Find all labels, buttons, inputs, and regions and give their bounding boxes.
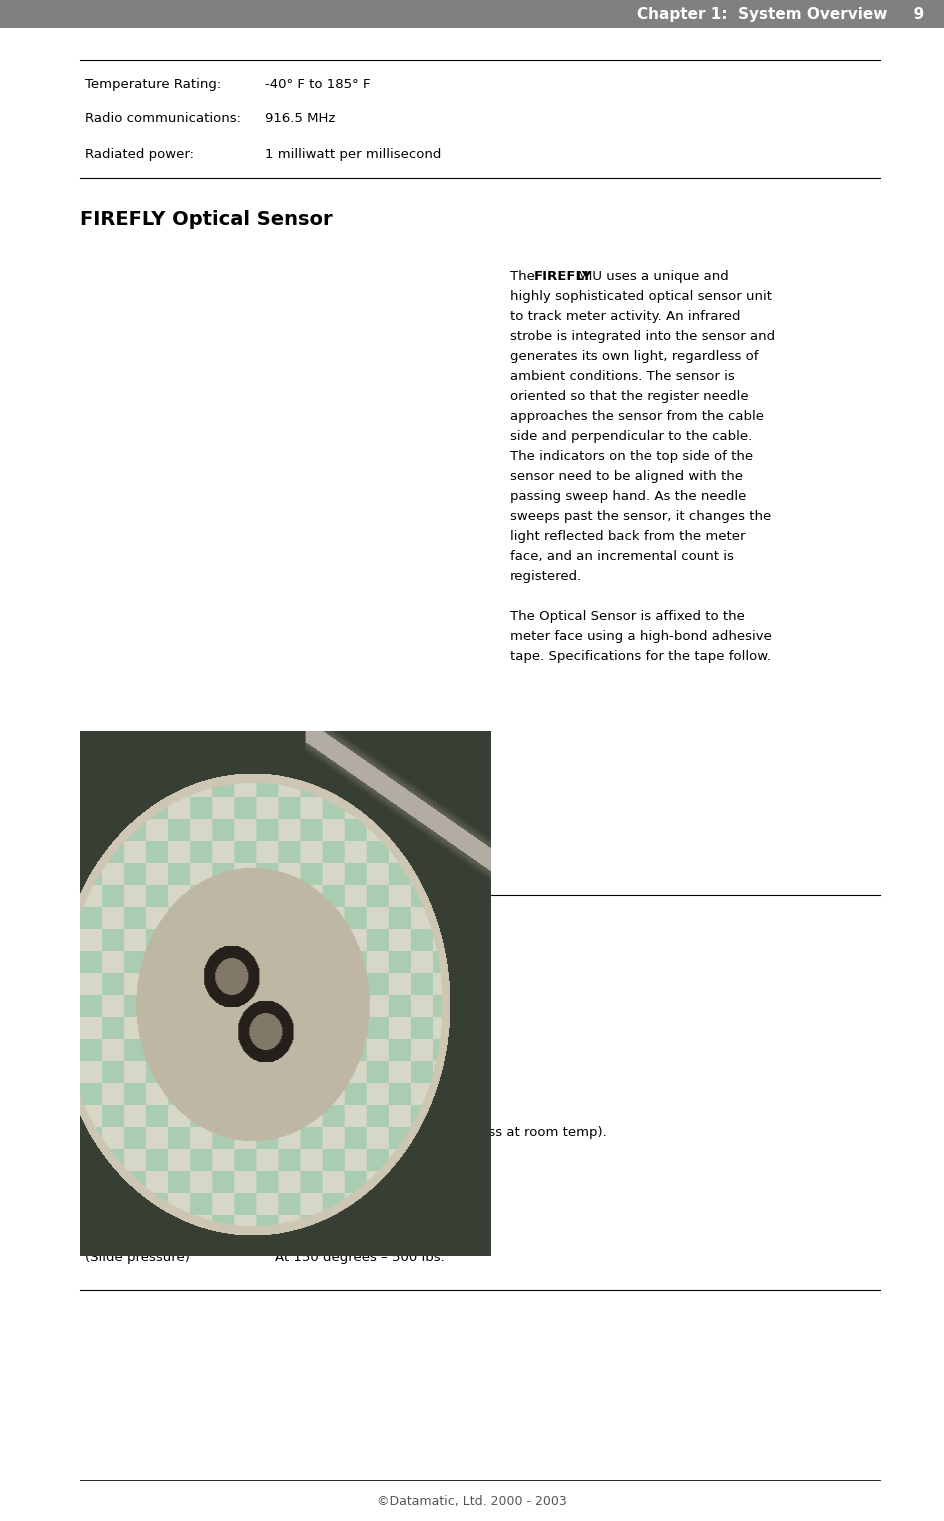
Text: 32°+ Fahrenheit.: 32°+ Fahrenheit. [275,1072,389,1084]
Text: meter face using a high-bond adhesive: meter face using a high-bond adhesive [510,630,772,643]
Text: At 150 degrees – 500 lbs.: At 150 degrees – 500 lbs. [275,1250,445,1264]
Text: Chapter 1:  System Overview     9: Chapter 1: System Overview 9 [637,6,924,21]
Text: tape. Specifications for the tape follow.: tape. Specifications for the tape follow… [510,649,771,663]
Text: MIU uses a unique and: MIU uses a unique and [573,271,729,283]
Text: 18lb. per square inch (to stainless at room temp).: 18lb. per square inch (to stainless at r… [275,1126,607,1139]
Text: Temperature Rating:: Temperature Rating: [85,78,221,91]
Text: 24 hours minimum.: 24 hours minimum. [275,1100,405,1112]
Text: approaches the sensor from the cable: approaches the sensor from the cable [510,411,764,423]
Text: strobe is integrated into the sensor and: strobe is integrated into the sensor and [510,330,775,344]
Text: 4951VHB.: 4951VHB. [275,937,341,951]
Text: 3M.: 3M. [275,910,299,923]
Text: ASTM: ASTM [85,1153,122,1167]
Text: ©Datamatic, Ltd. 2000 - 2003: ©Datamatic, Ltd. 2000 - 2003 [377,1495,567,1507]
Text: Optical Sensor Tape Specification: Optical Sensor Tape Specification [80,855,448,875]
Text: sensor need to be aligned with the: sensor need to be aligned with the [510,470,743,484]
Text: White.: White. [275,1018,318,1031]
Text: 1 milliwatt per millisecond: 1 milliwatt per millisecond [265,148,442,161]
Text: face, and an incremental count is: face, and an incremental count is [510,551,733,563]
Text: The Optical Sensor is affixed to the: The Optical Sensor is affixed to the [510,610,745,624]
Text: generates its own light, regardless of: generates its own light, regardless of [510,350,758,364]
Text: Release Liner: Release Liner [85,1045,175,1059]
Text: The indicators on the top side of the: The indicators on the top side of the [510,450,753,462]
Text: Application Temp: Application Temp [85,1072,199,1084]
Text: light reflected back from the meter: light reflected back from the meter [510,529,746,543]
Text: Material: Material [85,964,139,976]
Text: Radiated power:: Radiated power: [85,148,194,161]
Text: 110 lbs. per square inch.: 110 lbs. per square inch. [275,1197,441,1211]
Text: B-3330.: B-3330. [275,1153,327,1167]
Text: Color: Color [85,1018,120,1031]
Bar [0,0,944,27]
Text: Thickness: Thickness [85,992,151,1004]
Text: At 72 degrees – 1250 lbs.: At 72 degrees – 1250 lbs. [275,1224,445,1237]
Text: Radio communications:: Radio communications: [85,113,241,125]
Text: Acrylic Foam-Closed Cell.: Acrylic Foam-Closed Cell. [275,964,443,976]
Text: Static/Sheer Test: Static/Sheer Test [85,1224,197,1237]
Text: FIREFLY: FIREFLY [534,271,593,283]
Text: sweeps past the sensor, it changes the: sweeps past the sensor, it changes the [510,510,771,523]
Text: The: The [510,271,539,283]
Text: Curing: Curing [85,1100,129,1112]
Text: Manufacturer: Manufacturer [85,910,175,923]
Text: D-897.: D-897. [275,1170,319,1183]
Text: .045 inch.: .045 inch. [275,992,341,1004]
Text: ambient conditions. The sensor is: ambient conditions. The sensor is [510,370,734,383]
Text: side and perpendicular to the cable.: side and perpendicular to the cable. [510,430,752,443]
Text: 916.5 MHz: 916.5 MHz [265,113,335,125]
Text: Peel Adhesion Test: Peel Adhesion Test [85,1126,209,1139]
Text: highly sophisticated optical sensor unit: highly sophisticated optical sensor unit [510,291,772,303]
Text: -40° F to 185° F: -40° F to 185° F [265,78,370,91]
Text: FIREFLY Optical Sensor: FIREFLY Optical Sensor [80,210,332,230]
Text: registered.: registered. [510,570,582,583]
Text: .002 inch clear polyester.: .002 inch clear polyester. [275,1045,444,1059]
Text: oriented so that the register needle: oriented so that the register needle [510,389,749,403]
Text: (Slide pressure): (Slide pressure) [85,1250,190,1264]
Text: Tensile Strength: Tensile Strength [85,1197,193,1211]
Text: to track meter activity. An infrared: to track meter activity. An infrared [510,310,740,322]
Text: passing sweep hand. As the needle: passing sweep hand. As the needle [510,490,747,503]
Text: Part Number: Part Number [85,937,169,951]
